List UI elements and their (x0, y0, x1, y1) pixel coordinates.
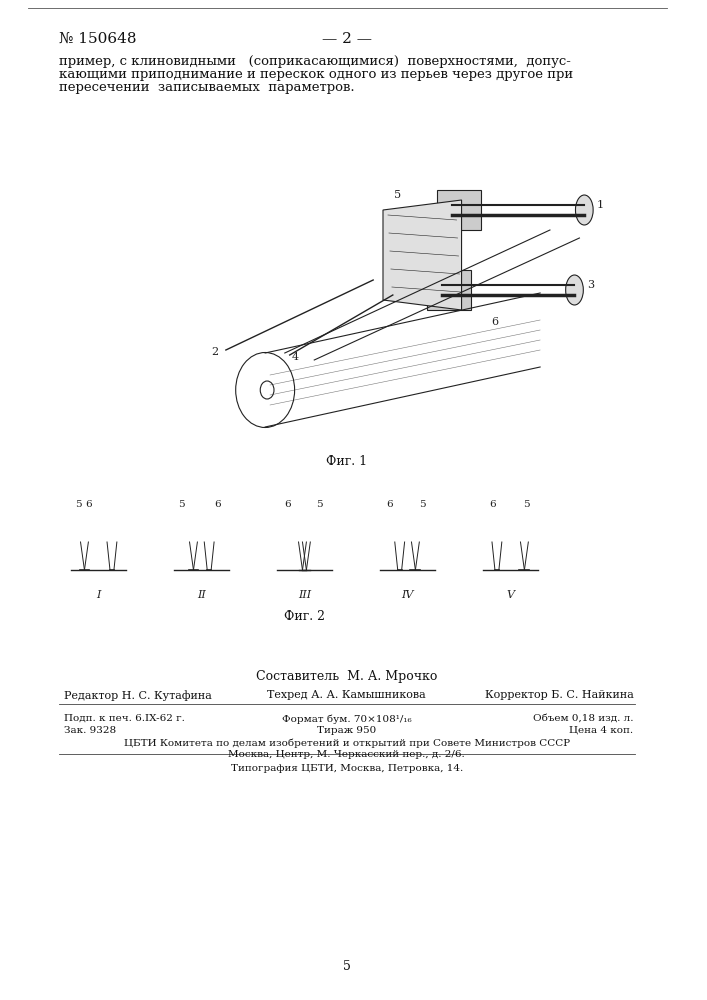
Text: 6: 6 (490, 500, 496, 509)
Text: 5: 5 (343, 960, 351, 973)
Text: № 150648: № 150648 (59, 32, 136, 46)
Text: 5: 5 (316, 500, 322, 509)
Text: Тираж 950: Тираж 950 (317, 726, 376, 735)
Text: Москва, Центр, М. Черкасский пер., д. 2/6.: Москва, Центр, М. Черкасский пер., д. 2/… (228, 750, 465, 759)
Text: 5: 5 (523, 500, 530, 509)
Text: Объем 0,18 изд. л.: Объем 0,18 изд. л. (533, 714, 633, 723)
Text: — 2 —: — 2 — (322, 32, 372, 46)
Text: 4: 4 (292, 352, 299, 362)
Text: Техред А. А. Камышникова: Техред А. А. Камышникова (267, 690, 426, 700)
Text: III: III (298, 590, 311, 600)
Text: I: I (96, 590, 100, 600)
Text: IV: IV (402, 590, 414, 600)
Text: 6: 6 (284, 500, 291, 509)
Text: 5: 5 (419, 500, 426, 509)
Text: Фиг. 1: Фиг. 1 (326, 455, 367, 468)
Text: ЦБТИ Комитета по делам изобретений и открытий при Совете Министров СССР: ЦБТИ Комитета по делам изобретений и отк… (124, 738, 570, 748)
Text: 6: 6 (85, 500, 92, 509)
Text: 5: 5 (75, 500, 82, 509)
Text: 6: 6 (491, 317, 498, 327)
Text: Составитель  М. А. Мрочко: Составитель М. А. Мрочко (256, 670, 438, 683)
Text: Фиг. 2: Фиг. 2 (284, 610, 325, 623)
Text: Формат бум. 70×108¹/₁₆: Формат бум. 70×108¹/₁₆ (282, 714, 411, 724)
Text: Цена 4 коп.: Цена 4 коп. (569, 726, 633, 735)
Text: Типография ЦБТИ, Москва, Петровка, 14.: Типография ЦБТИ, Москва, Петровка, 14. (230, 764, 463, 773)
Text: 2: 2 (211, 347, 218, 357)
Polygon shape (437, 190, 481, 230)
Text: Зак. 9328: Зак. 9328 (64, 726, 116, 735)
Text: пример, с клиновидными   (соприкасающимися)  поверхностями,  допус-: пример, с клиновидными (соприкасающимися… (59, 55, 571, 68)
Ellipse shape (575, 195, 593, 225)
Polygon shape (383, 200, 462, 310)
Text: 5: 5 (178, 500, 185, 509)
Text: II: II (197, 590, 206, 600)
Text: 6: 6 (387, 500, 393, 509)
Text: Редактор Н. С. Кутафина: Редактор Н. С. Кутафина (64, 690, 211, 701)
Text: 3: 3 (588, 280, 595, 290)
Text: 1: 1 (597, 200, 604, 210)
Text: 5: 5 (395, 190, 402, 200)
Text: 6: 6 (215, 500, 221, 509)
Ellipse shape (566, 275, 583, 305)
Text: Подп. к печ. 6.IX-62 г.: Подп. к печ. 6.IX-62 г. (64, 714, 185, 723)
Text: пересечении  записываемых  параметров.: пересечении записываемых параметров. (59, 81, 354, 94)
Text: V: V (507, 590, 515, 600)
Polygon shape (427, 270, 472, 310)
Text: кающими приподнимание и перескок одного из перьев через другое при: кающими приподнимание и перескок одного … (59, 68, 573, 81)
Text: Корректор Б. С. Найкина: Корректор Б. С. Найкина (484, 690, 633, 700)
